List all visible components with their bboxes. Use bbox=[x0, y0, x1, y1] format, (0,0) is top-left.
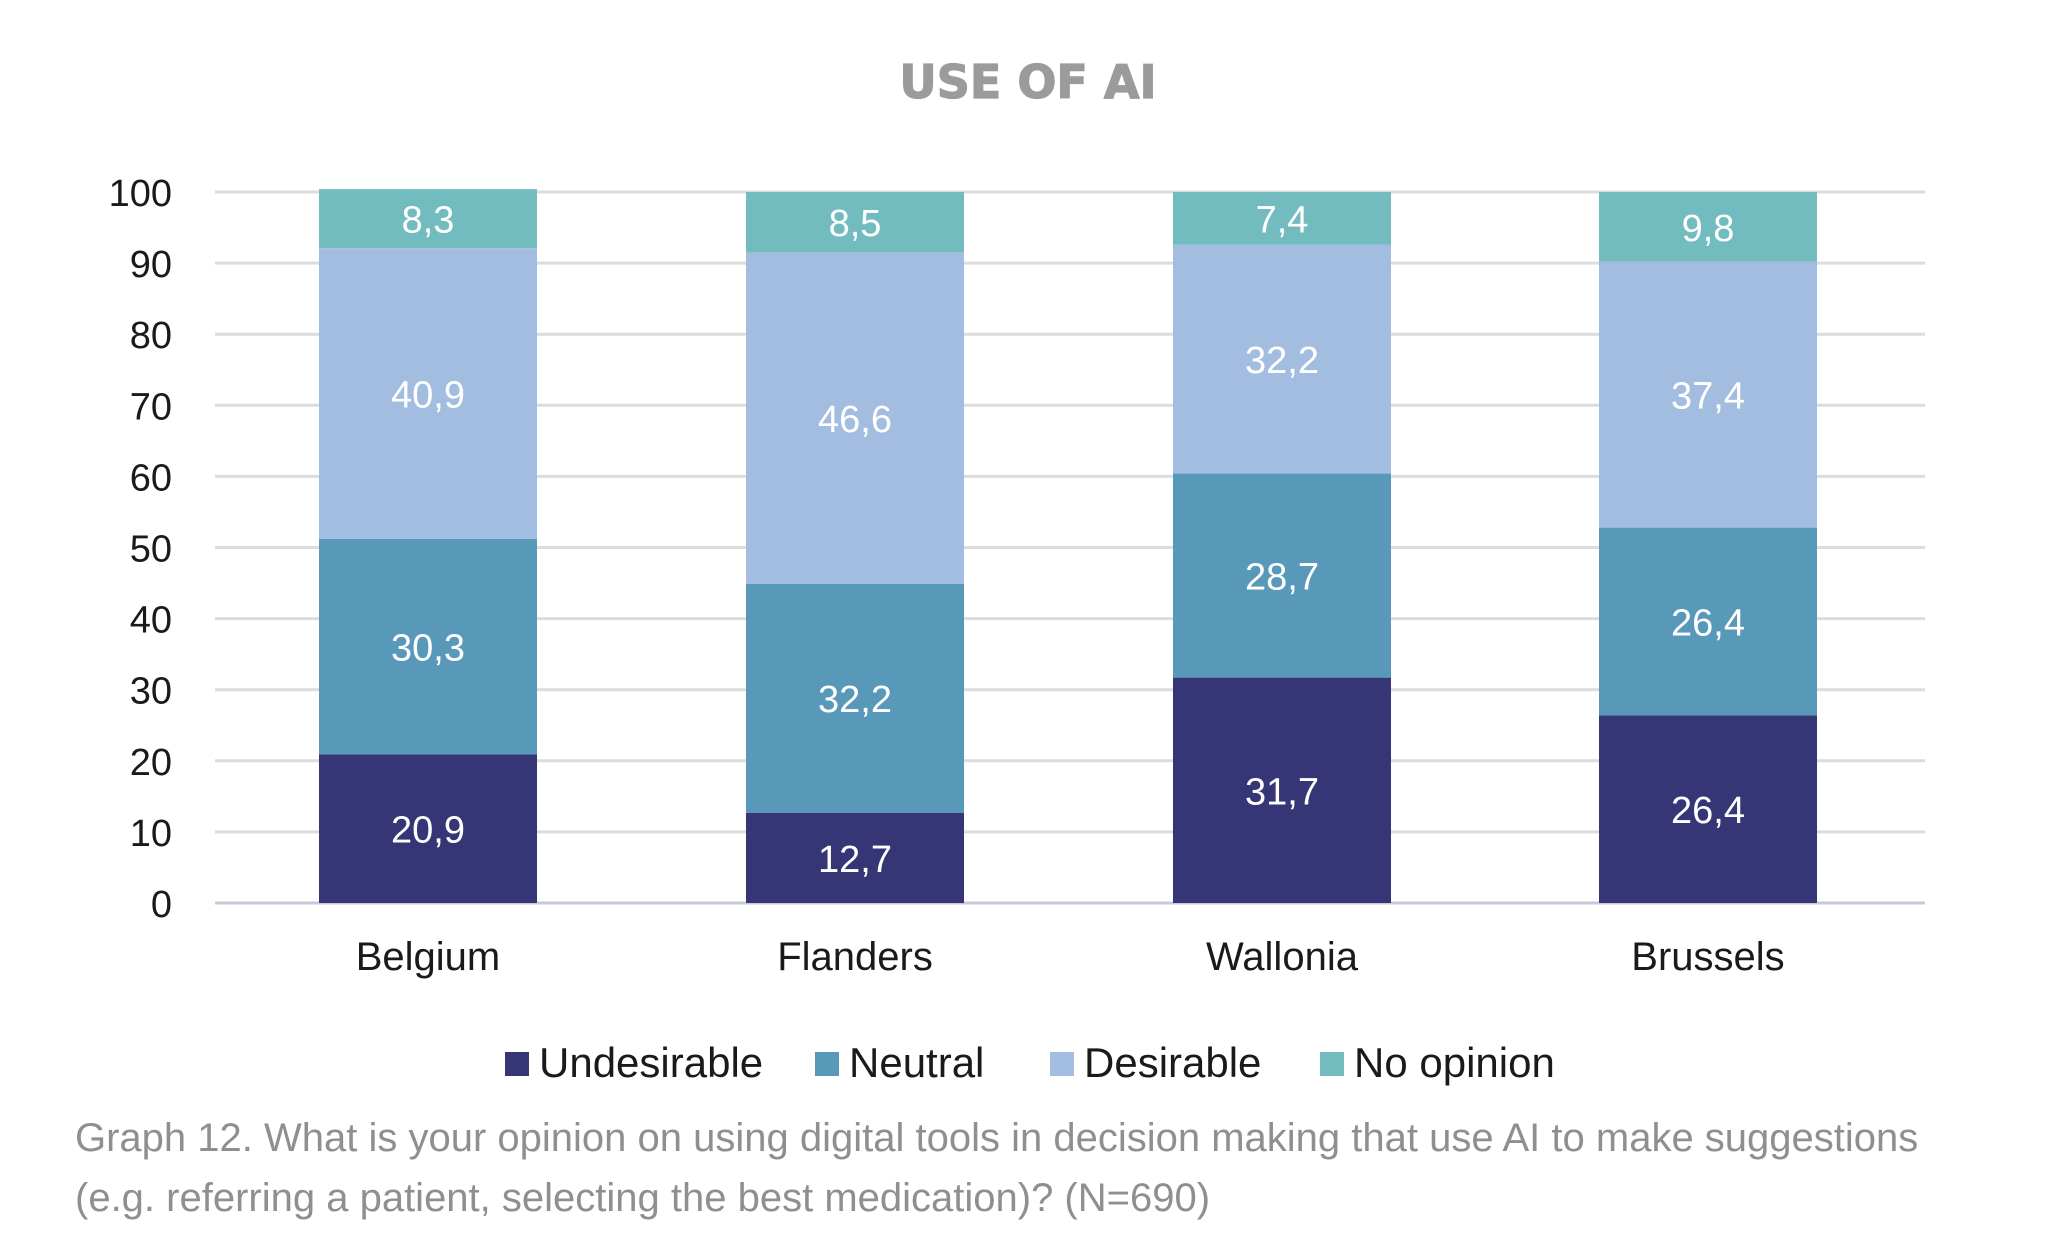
y-tick-label: 50 bbox=[130, 529, 172, 571]
bar-segment bbox=[746, 252, 964, 584]
bar-segment bbox=[1173, 677, 1391, 903]
bar-segment bbox=[319, 189, 537, 249]
y-tick-label: 100 bbox=[109, 173, 172, 215]
x-tick-label: Brussels bbox=[1631, 935, 1784, 979]
data-label: 31,7 bbox=[1245, 771, 1319, 813]
bar-segment bbox=[1173, 192, 1391, 245]
data-label: 40,9 bbox=[391, 375, 465, 417]
y-tick-label: 60 bbox=[130, 457, 172, 499]
bar-segment bbox=[1173, 244, 1391, 474]
data-label: 32,2 bbox=[818, 679, 892, 721]
bar-segment bbox=[1173, 473, 1391, 678]
data-label: 32,2 bbox=[1245, 340, 1319, 382]
y-tick-label: 90 bbox=[130, 244, 172, 286]
data-label: 26,4 bbox=[1671, 790, 1745, 832]
legend-label: Neutral bbox=[849, 1039, 984, 1086]
data-label: 46,6 bbox=[818, 399, 892, 441]
y-tick-label: 80 bbox=[130, 315, 172, 357]
bar-segment bbox=[319, 538, 537, 755]
bar-segment bbox=[746, 812, 964, 903]
bar-segment bbox=[1599, 261, 1817, 528]
data-label: 30,3 bbox=[391, 628, 465, 670]
y-tick-label: 70 bbox=[130, 386, 172, 428]
y-tick-label: 0 bbox=[151, 884, 172, 926]
bar-segment bbox=[1599, 527, 1817, 716]
chart-title: USE OF AI bbox=[899, 55, 1156, 109]
x-tick-label: Belgium bbox=[356, 935, 501, 979]
x-tick-label: Wallonia bbox=[1206, 935, 1359, 979]
stacked-bar-chart: USE OF AI 0 10 20 30 40 50 60 70 80 90 100 20,9 30,… bbox=[109, 54, 1925, 1086]
data-label: 8,5 bbox=[829, 203, 882, 245]
legend-label: Undesirable bbox=[539, 1039, 763, 1086]
legend-swatch bbox=[1320, 1052, 1344, 1076]
legend-swatch bbox=[505, 1052, 529, 1076]
bar-segment bbox=[746, 583, 964, 813]
x-tick-label: Flanders bbox=[777, 935, 933, 979]
legend-label: Desirable bbox=[1084, 1039, 1261, 1086]
legend-swatch bbox=[1050, 1052, 1074, 1076]
data-label: 9,8 bbox=[1682, 208, 1735, 250]
bar-segment bbox=[746, 192, 964, 253]
y-tick-label: 10 bbox=[130, 813, 172, 855]
data-label: 26,4 bbox=[1671, 602, 1745, 644]
data-label: 8,3 bbox=[402, 200, 455, 242]
bar-segment bbox=[319, 248, 537, 539]
chart-caption: Graph 12. What is your opinion on using … bbox=[75, 1116, 1919, 1220]
y-tick-label: 20 bbox=[130, 742, 172, 784]
bar-segment bbox=[1599, 715, 1817, 903]
legend-label: No opinion bbox=[1354, 1039, 1555, 1086]
data-label: 20,9 bbox=[391, 810, 465, 852]
data-label: 28,7 bbox=[1245, 557, 1319, 599]
data-label: 12,7 bbox=[818, 839, 892, 881]
bar-segment bbox=[1599, 192, 1817, 262]
y-tick-label: 30 bbox=[130, 671, 172, 713]
data-label: 37,4 bbox=[1671, 376, 1745, 418]
bar-segment bbox=[319, 754, 537, 903]
y-tick-label: 40 bbox=[130, 600, 172, 642]
data-label: 7,4 bbox=[1256, 199, 1309, 241]
legend-swatch bbox=[815, 1052, 839, 1076]
